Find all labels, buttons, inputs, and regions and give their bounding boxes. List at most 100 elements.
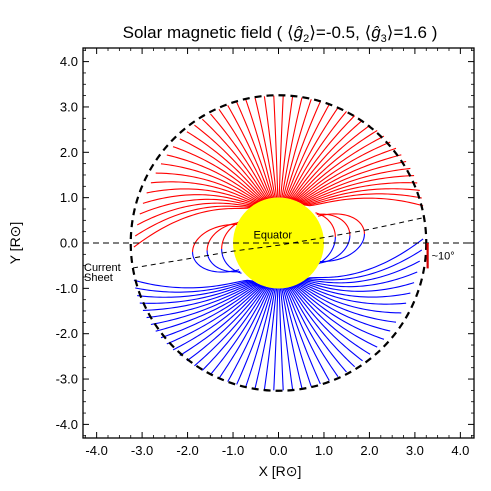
north-open-field-line — [291, 130, 378, 201]
south-open-field-line — [278, 288, 284, 391]
south-open-field-line — [172, 285, 264, 351]
north-open-field-line — [297, 160, 407, 203]
axis-ticks: -4.0 -4.0 -3.0 -3.0 -2.0 -2.0 -1.0 -1.0 0.0 0.0 1.… — [56, 48, 474, 458]
south-open-field-line — [300, 271, 418, 288]
south-open-field-line — [283, 287, 321, 385]
north-open-field-line — [172, 146, 264, 201]
south-open-field-line — [291, 285, 378, 348]
north-open-field-line — [236, 101, 274, 199]
x-tick-label: 3.0 — [406, 443, 424, 458]
south-open-field-line — [218, 287, 272, 379]
north-open-field-line — [134, 205, 255, 237]
y-tick-label: 0.0 — [60, 236, 78, 251]
south-open-field-line — [155, 284, 261, 332]
north-open-field-line — [146, 188, 259, 204]
north-open-field-line — [179, 138, 266, 201]
south-open-field-line — [135, 280, 255, 293]
north-closed-loop — [192, 223, 240, 253]
x-tick-label: -4.0 — [85, 443, 107, 458]
south-open-field-line — [201, 286, 269, 371]
south-open-field-line — [142, 282, 258, 311]
y-tick-label: 1.0 — [60, 190, 78, 205]
north-open-field-line — [295, 147, 397, 202]
north-open-field-line — [227, 105, 273, 199]
x-tick-label: -1.0 — [222, 443, 244, 458]
north-open-field-line — [303, 197, 424, 207]
south-open-field-line — [290, 285, 371, 355]
north-open-field-line — [289, 119, 363, 200]
y-tick-label: -1.0 — [56, 281, 78, 296]
south-open-field-line — [133, 279, 254, 289]
north-open-field-line — [210, 113, 270, 200]
north-open-field-line — [294, 141, 391, 201]
south-open-field-line — [194, 286, 268, 367]
north-open-field-line — [278, 95, 284, 198]
south-open-field-line — [299, 281, 415, 292]
x-tick-label: -2.0 — [176, 443, 198, 458]
y-tick-label: -3.0 — [56, 372, 78, 387]
y-tick-label: -4.0 — [56, 417, 78, 432]
south-open-field-line — [282, 287, 312, 387]
angle-label: ~10° — [432, 250, 455, 262]
field-lines — [133, 95, 424, 391]
south-open-field-line — [210, 287, 270, 375]
south-open-field-line — [236, 287, 274, 385]
x-tick-label: -3.0 — [131, 443, 153, 458]
north-open-field-line — [284, 104, 330, 199]
south-open-field-line — [166, 285, 263, 345]
north-open-field-line — [280, 97, 303, 198]
south-open-field-line — [294, 284, 391, 332]
south-open-field-line — [179, 285, 266, 356]
north-open-field-line — [136, 202, 256, 226]
south-open-field-line — [284, 287, 330, 381]
south-open-field-line — [289, 286, 363, 362]
south-open-field-line — [146, 283, 259, 319]
north-open-field-line — [299, 175, 415, 204]
south-open-field-line — [139, 282, 257, 304]
north-open-field-line — [293, 135, 385, 201]
north-open-field-line — [300, 182, 418, 204]
north-open-field-line — [273, 95, 279, 198]
south-open-field-line — [288, 286, 356, 368]
south-open-field-line — [279, 288, 294, 390]
south-open-field-line — [302, 249, 423, 281]
south-open-field-line — [297, 283, 407, 305]
overlay — [83, 94, 474, 392]
south-open-field-line — [293, 285, 385, 340]
x-tick-label: 2.0 — [360, 443, 378, 458]
north-open-field-line — [301, 188, 420, 205]
south-open-field-line — [150, 283, 260, 326]
y-tick-label: -2.0 — [56, 326, 78, 341]
north-open-field-line — [133, 205, 254, 248]
x-tick-label: 4.0 — [451, 443, 469, 458]
north-open-field-line — [150, 181, 260, 203]
north-open-field-line — [290, 124, 371, 200]
x-axis-label: X [R⊙] — [259, 463, 302, 479]
north-open-field-line — [302, 193, 422, 206]
y-tick-label: 3.0 — [60, 99, 78, 114]
x-tick-label: 0.0 — [269, 443, 287, 458]
north-open-field-line — [288, 115, 356, 200]
south-open-field-line — [287, 286, 347, 373]
south-open-field-line — [186, 286, 267, 362]
north-open-field-line — [283, 101, 321, 199]
south-closed-loop — [317, 233, 365, 263]
south-open-field-line — [254, 288, 277, 389]
current-sheet-label-2: Sheet — [84, 272, 113, 284]
chart-title: Solar magnetic field ( ⟨ĝ2⟩=-0.5, ⟨ĝ3⟩=1… — [123, 23, 438, 45]
north-open-field-line — [263, 96, 278, 198]
north-open-field-line — [287, 111, 347, 199]
south-open-field-line — [285, 287, 339, 377]
south-open-field-line — [245, 287, 275, 387]
south-open-field-line — [160, 284, 262, 339]
y-tick-label: 2.0 — [60, 145, 78, 160]
south-open-field-line — [296, 283, 402, 314]
south-open-field-line — [273, 288, 279, 391]
north-open-field-line — [139, 198, 257, 215]
y-axis-label: Y [R⊙] — [7, 222, 23, 265]
north-open-field-line — [245, 99, 275, 199]
north-open-field-line — [201, 118, 269, 200]
y-tick-label: 4.0 — [60, 54, 78, 69]
north-open-field-line — [155, 172, 261, 203]
